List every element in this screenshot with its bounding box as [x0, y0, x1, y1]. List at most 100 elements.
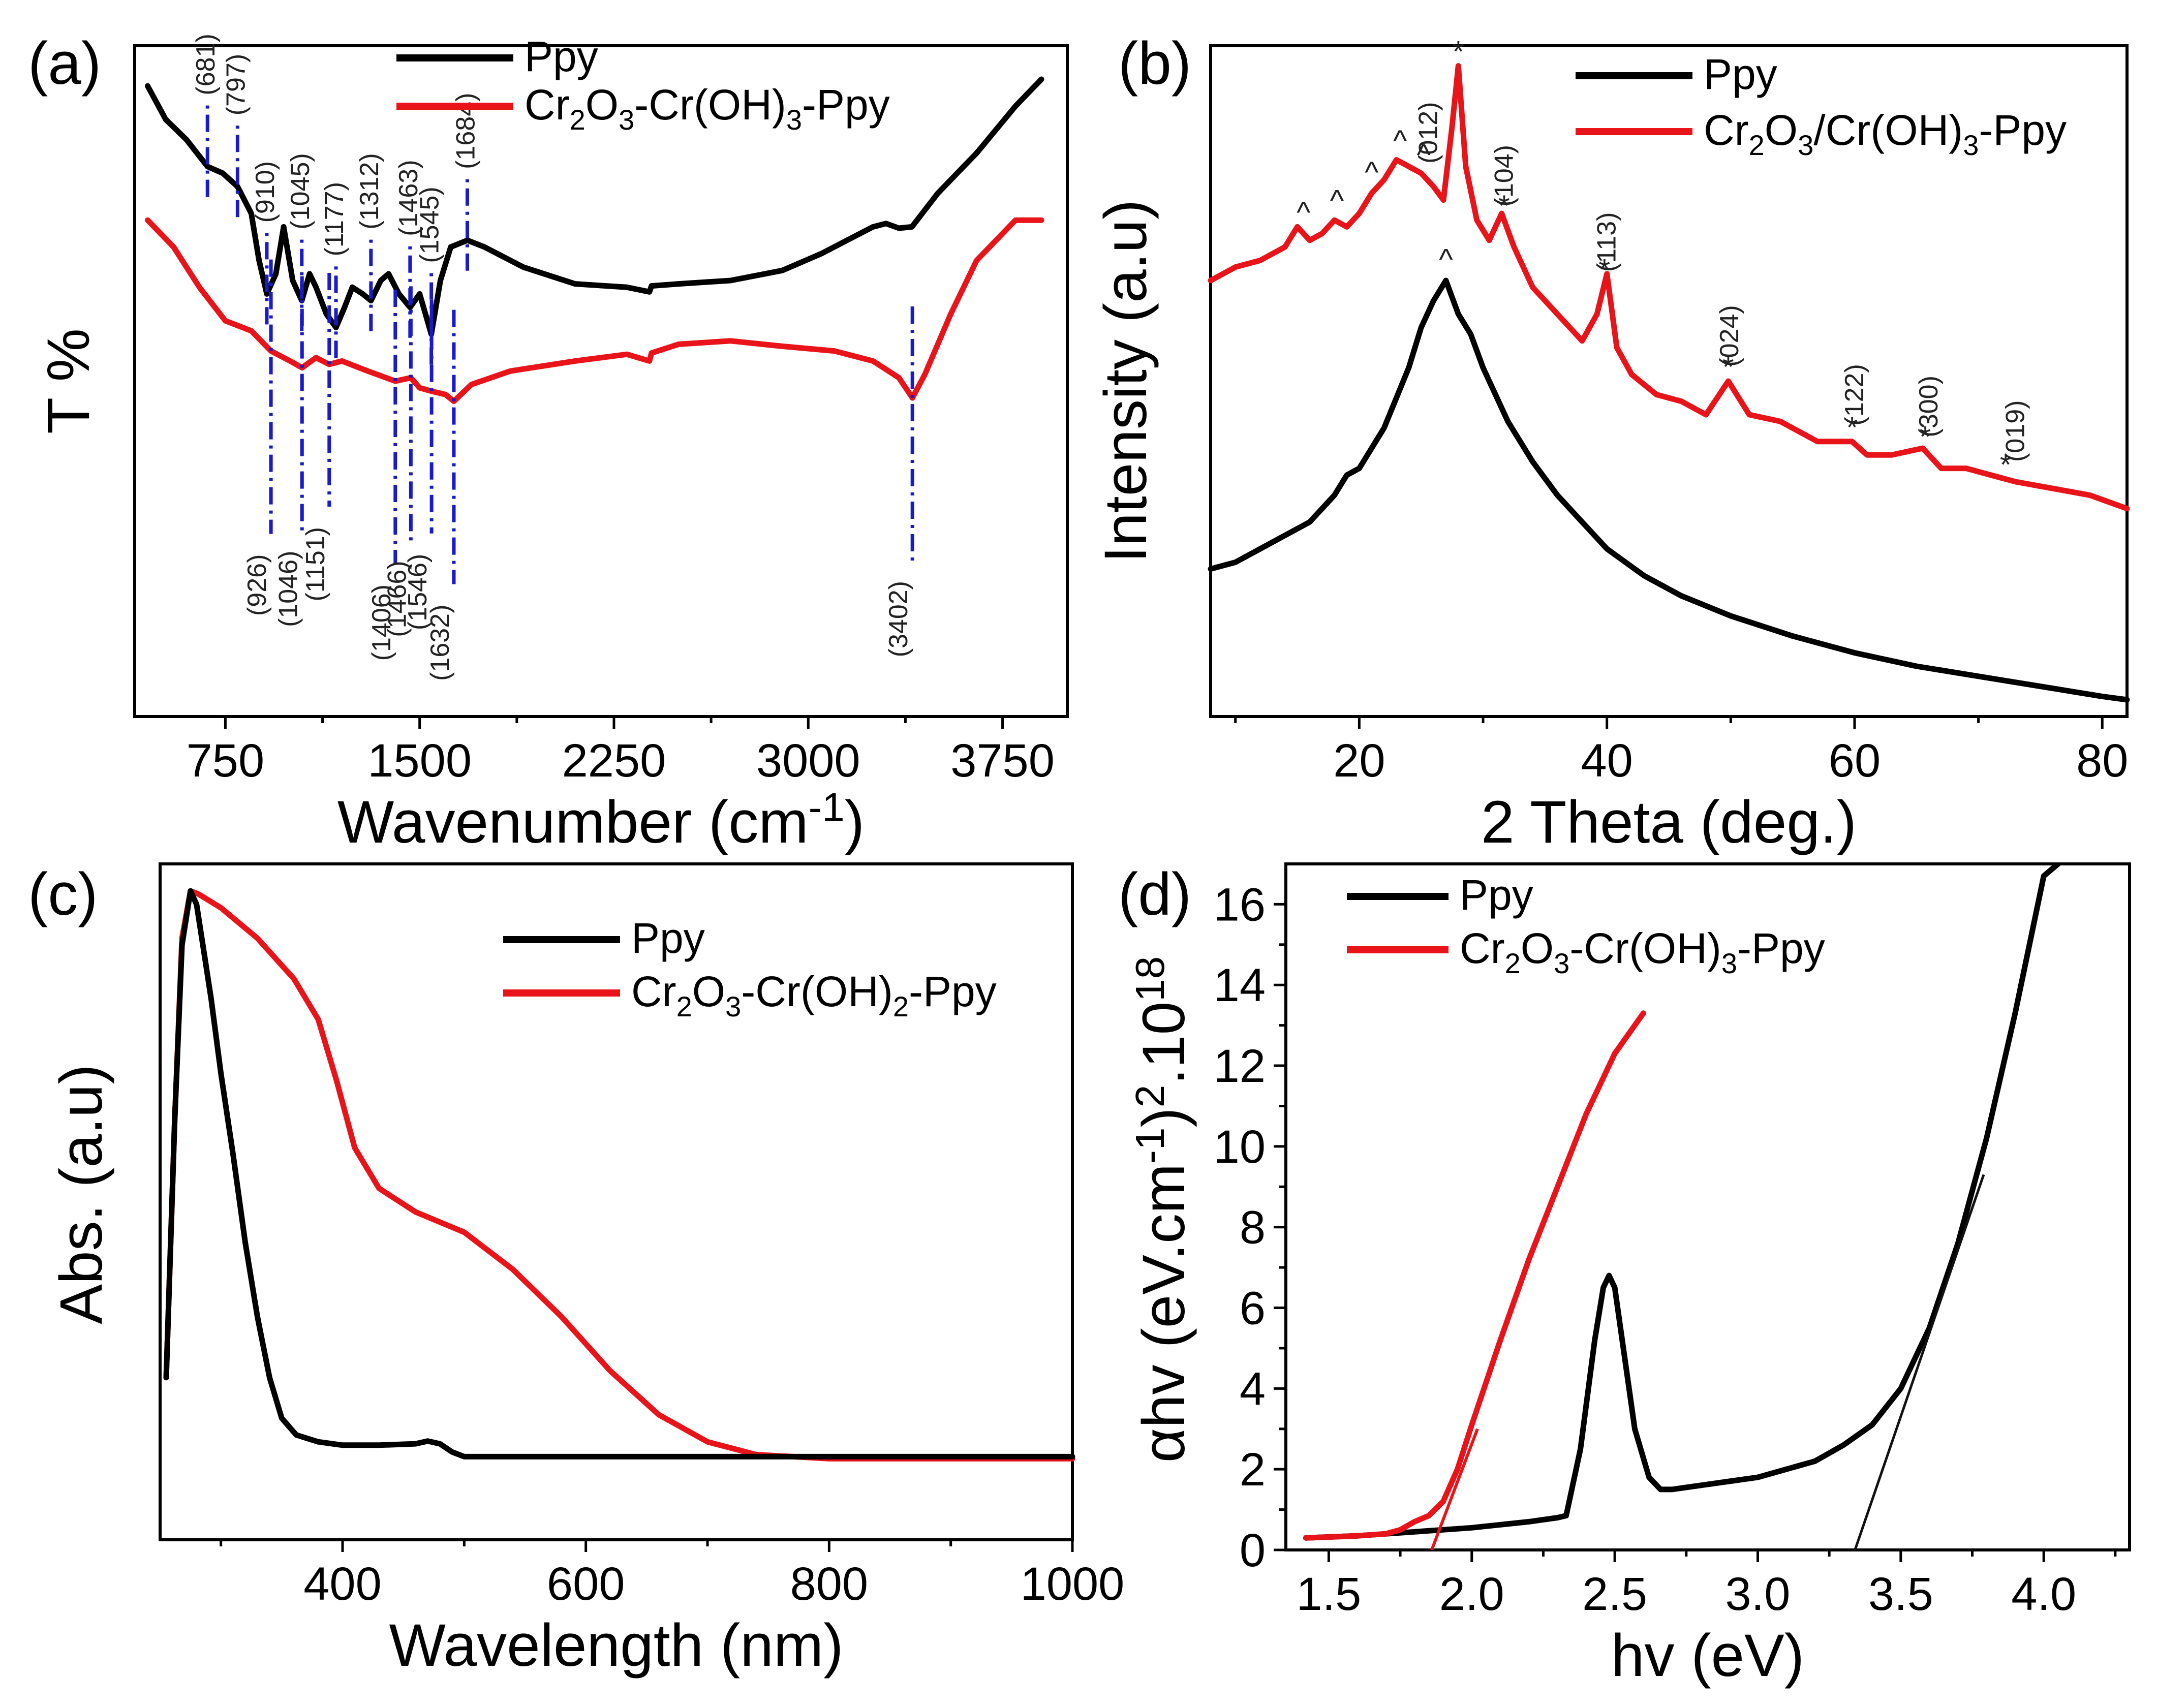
x-tick-label: 20 — [1333, 735, 1385, 787]
composite-peak-label: (1406) — [367, 584, 396, 661]
hkl-label: (122) — [1840, 364, 1869, 425]
x-tick-label: 2.5 — [1582, 1568, 1647, 1620]
y-tick-label: 8 — [1240, 1202, 1266, 1254]
hat-marker: ^ — [1330, 184, 1344, 217]
panel-c-frame — [159, 862, 1074, 1541]
panel-b-xlabel: 2 Theta (deg.) — [1481, 789, 1857, 856]
series-composite — [1208, 63, 2130, 512]
x-tick-label: 40 — [1581, 735, 1633, 787]
y-tick-label: 4 — [1240, 1363, 1266, 1415]
ppy-peak-label: (1463) — [394, 160, 423, 236]
x-tick-label: 3750 — [950, 735, 1055, 787]
hkl-label: (012) — [1414, 102, 1443, 164]
ppy-peak-label: (797) — [221, 54, 251, 115]
ppy-peak-label: (1045) — [286, 153, 315, 229]
panel-d-label: (d) — [1118, 861, 1191, 928]
panel-c: 400 600 800 1000 (c) Abs. (a.u) Wavelength (nm… — [28, 861, 1124, 1679]
hkl-label: (113) — [1592, 212, 1622, 272]
panel-d-legend-label-0: Ppy — [1460, 871, 1533, 919]
x-tick-label: 3.0 — [1725, 1568, 1791, 1620]
panel-d-ylabel: αhv (eV.cm-1)2.1018 — [1127, 956, 1197, 1463]
star-marker: * — [1722, 351, 1734, 384]
star-marker: * — [1920, 420, 1931, 453]
x-tick-label: 750 — [187, 735, 265, 787]
tauc-fit-line — [1854, 1174, 1985, 1550]
hat-marker: ^ — [1439, 243, 1453, 276]
y-tick-label: 0 — [1240, 1525, 1266, 1576]
panel-d-legend-label-1: Cr2O3-Cr(OH)3-Ppy — [1460, 924, 1825, 979]
ppy-peak-label: (910) — [251, 161, 280, 223]
x-tick-label: 2250 — [562, 735, 666, 787]
panel-a-legend-label-0: Ppy — [525, 33, 598, 80]
x-tick-label: 400 — [303, 1558, 382, 1610]
panel-c-label: (c) — [28, 861, 98, 928]
hat-marker: ^ — [1416, 138, 1430, 171]
series-ppy — [1303, 864, 2061, 1541]
composite-peak-label: (926) — [242, 554, 272, 616]
hkl-label: (019) — [2001, 400, 2030, 461]
panel-b-legend-label-1: Cr2O3/Cr(OH)3-Ppy — [1704, 106, 2067, 161]
ppy-peak-label: (1177) — [320, 182, 349, 256]
y-tick-label: 2 — [1240, 1444, 1266, 1496]
panel-d-frame — [1284, 862, 2131, 1551]
ppy-peak-label: (681) — [191, 34, 221, 95]
y-tick-label: 16 — [1214, 879, 1266, 930]
series-composite — [1303, 1010, 1646, 1541]
series-composite — [145, 217, 1044, 405]
x-tick-label: 60 — [1829, 735, 1881, 787]
panel-c-ylabel: Abs. (a.u) — [48, 1064, 115, 1324]
panel-d-xlabel: hv (eV) — [1611, 1622, 1804, 1689]
panel-b-label: (b) — [1118, 30, 1191, 97]
hkl-label: (300) — [1914, 376, 1944, 437]
panel-c-legend-label-1: Cr2O3-Cr(OH)2-Ppy — [631, 968, 997, 1022]
panel-d: 1.5 2.0 2.5 3.0 3.5 4.0 0 2 4 6 8 10 12 14 16 (d) αhv (e… — [1118, 861, 2131, 1689]
star-marker: * — [1846, 411, 1858, 444]
hat-marker: ^ — [1365, 156, 1378, 189]
x-tick-label: 600 — [547, 1558, 625, 1610]
panel-a-legend-label-1: Cr2O3-Cr(OH)3-Ppy — [525, 81, 890, 136]
x-tick-label: 80 — [2076, 735, 2128, 787]
star-marker: * — [1498, 190, 1510, 223]
panel-a-ylabel: T % — [35, 328, 102, 434]
panel-b: 20 40 60 80 (b) Intensity (a.u) 2 Theta (deg.)… — [1092, 30, 2130, 856]
star-marker: * — [1453, 36, 1464, 69]
series-composite — [163, 888, 1075, 1462]
x-tick-label: 2.0 — [1439, 1568, 1504, 1620]
y-tick-label: 12 — [1214, 1040, 1266, 1092]
composite-peak-label: (1546) — [403, 554, 433, 630]
panel-a-xlabel: Wavenumber (cm-1) — [337, 785, 865, 856]
hkl-label: (024) — [1715, 305, 1744, 366]
x-tick-label: 1.5 — [1296, 1568, 1361, 1620]
panel-a-label: (a) — [28, 30, 101, 97]
composite-peak-label: (3402) — [884, 581, 913, 657]
ppy-peak-label: (1545) — [415, 187, 445, 263]
star-marker: * — [2000, 449, 2012, 482]
x-tick-label: 4.0 — [2011, 1568, 2076, 1620]
hat-marker: ^ — [1297, 196, 1310, 229]
y-tick-label: 10 — [1214, 1121, 1266, 1173]
x-tick-label: 1500 — [367, 735, 472, 787]
y-tick-label: 6 — [1240, 1283, 1266, 1334]
panel-b-frame — [1209, 44, 2129, 718]
composite-peak-label: (1151) — [301, 527, 330, 601]
ppy-peak-label: (1312) — [355, 153, 384, 229]
star-marker: * — [1599, 254, 1611, 287]
x-tick-label: 1000 — [1021, 1558, 1125, 1610]
panel-a-frame — [133, 44, 1069, 718]
panel-b-legend-label-0: Ppy — [1704, 50, 1777, 98]
x-tick-label: 3.5 — [1868, 1568, 1933, 1620]
composite-peak-label: (1046) — [273, 551, 303, 627]
x-tick-label: 800 — [790, 1558, 869, 1610]
y-tick-label: 14 — [1214, 959, 1266, 1011]
series-ppy — [163, 888, 1075, 1459]
tauc-fit-line — [1430, 1428, 1479, 1550]
hat-marker: ^ — [1393, 124, 1407, 157]
panel-b-ylabel: Intensity (a.u) — [1092, 200, 1159, 563]
panel-c-legend-label-0: Ppy — [631, 914, 705, 962]
hkl-label: (104) — [1489, 145, 1519, 206]
composite-peak-label: (1632) — [425, 605, 455, 681]
series-ppy — [1208, 277, 2130, 703]
panel-d-plot-area — [1303, 864, 2061, 1550]
panel-a: 750 1500 2250 3000 3750 (a) T % Wavenumber (cm-… — [28, 30, 1069, 856]
